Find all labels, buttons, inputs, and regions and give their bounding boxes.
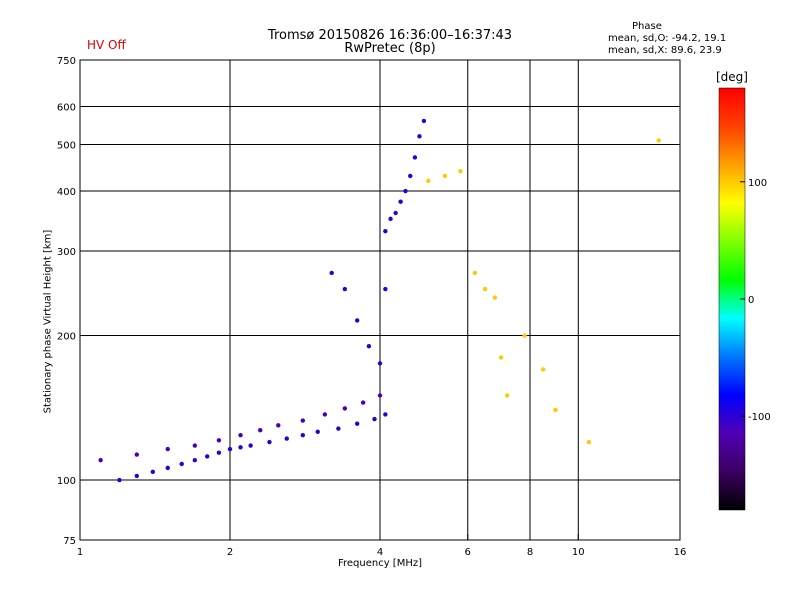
data-point <box>165 446 170 452</box>
series-scattered-echoes <box>426 138 661 445</box>
data-point <box>204 454 210 459</box>
data-point <box>377 361 383 366</box>
data-point <box>472 270 478 276</box>
x-tick-label: 6 <box>465 547 471 558</box>
data-point <box>342 286 348 292</box>
data-point <box>383 228 388 234</box>
data-point <box>393 210 398 216</box>
phase-stats-title: Phase <box>632 21 662 32</box>
data-point <box>284 436 289 441</box>
x-tick-label: 8 <box>527 547 533 558</box>
data-point <box>134 473 139 479</box>
data-point <box>258 428 263 433</box>
x-tick-label: 10 <box>572 547 585 558</box>
colorbar-label: [deg] <box>716 70 748 84</box>
data-point <box>403 188 408 194</box>
y-tick-label: 600 <box>57 103 76 114</box>
data-point <box>498 355 504 360</box>
data-point <box>192 457 198 463</box>
data-point <box>354 421 360 426</box>
data-point <box>656 138 661 143</box>
y-tick-label: 100 <box>57 476 76 487</box>
x-tick-label: 1 <box>77 547 83 558</box>
y-tick-label: 500 <box>57 141 76 152</box>
y-tick-label: 750 <box>57 56 76 67</box>
colorbar-tick-label: 100 <box>748 178 767 189</box>
data-point <box>504 393 510 398</box>
data-point <box>300 432 306 438</box>
data-point <box>540 367 546 372</box>
series-e-layer-o-mode-trace <box>117 412 388 483</box>
phase-stat-x: mean, sd,X: 89.6, 23.9 <box>608 45 722 56</box>
data-points <box>98 118 661 483</box>
data-point <box>192 443 198 448</box>
data-point <box>372 416 377 422</box>
data-point <box>553 407 558 413</box>
x-tick-label: 2 <box>227 547 233 558</box>
data-point <box>165 465 170 471</box>
phase-stat-o: mean, sd,O: -94.2, 19.1 <box>608 33 727 44</box>
data-point <box>179 461 184 467</box>
y-tick-label: 200 <box>57 332 76 343</box>
data-point <box>238 432 243 438</box>
data-point <box>336 426 341 431</box>
data-point <box>408 173 413 179</box>
data-point <box>412 155 418 160</box>
data-point <box>377 393 383 398</box>
data-point <box>134 452 139 457</box>
axes: 1 2 4 6 8 10 16 75 100 200 300 400 500 600 750 <box>57 56 686 558</box>
data-point <box>586 439 592 445</box>
data-point <box>238 445 243 450</box>
y-tick-label: 300 <box>57 247 76 258</box>
data-point <box>366 344 372 349</box>
y-tick-label: 75 <box>63 536 76 547</box>
data-point <box>98 457 103 463</box>
chart-title: Tromsø 20150826 16:36:00–16:37:43 <box>267 28 513 43</box>
hv-status: HV Off <box>87 38 126 52</box>
data-point <box>492 295 498 300</box>
colorbar: -100 0 100 <box>718 87 771 511</box>
x-axis-label: Frequency [MHz] <box>337 558 423 569</box>
data-point <box>383 412 388 417</box>
data-point <box>150 469 156 475</box>
data-point <box>216 438 222 443</box>
data-point <box>442 173 448 179</box>
data-point <box>322 412 328 417</box>
data-point <box>227 446 233 452</box>
colorbar-tick-label: -100 <box>748 412 771 423</box>
data-point <box>417 134 422 139</box>
data-point <box>354 318 360 323</box>
data-point <box>482 286 488 292</box>
data-point <box>421 118 427 124</box>
colorbar-tick-label: 0 <box>748 295 754 306</box>
data-point <box>342 406 348 411</box>
data-point <box>300 418 306 423</box>
data-point <box>267 439 272 445</box>
series-f-layer-trace <box>329 118 427 366</box>
data-point <box>329 270 334 276</box>
data-point <box>383 286 388 292</box>
grid <box>80 60 680 540</box>
data-point <box>216 450 222 455</box>
data-point <box>276 423 281 428</box>
series-e-layer-x-mode-trace <box>98 393 383 463</box>
data-point <box>458 168 463 174</box>
data-point <box>426 178 431 184</box>
data-point <box>388 216 393 222</box>
data-point <box>315 429 320 435</box>
chart-subtitle: RwPretec (8p) <box>344 41 436 56</box>
data-point <box>117 477 122 483</box>
y-tick-label: 400 <box>57 187 76 198</box>
data-point <box>398 199 403 204</box>
x-tick-label: 16 <box>674 547 687 558</box>
data-point <box>248 443 253 448</box>
data-point <box>360 400 366 405</box>
x-tick-label: 4 <box>377 547 383 558</box>
data-point <box>522 333 527 338</box>
